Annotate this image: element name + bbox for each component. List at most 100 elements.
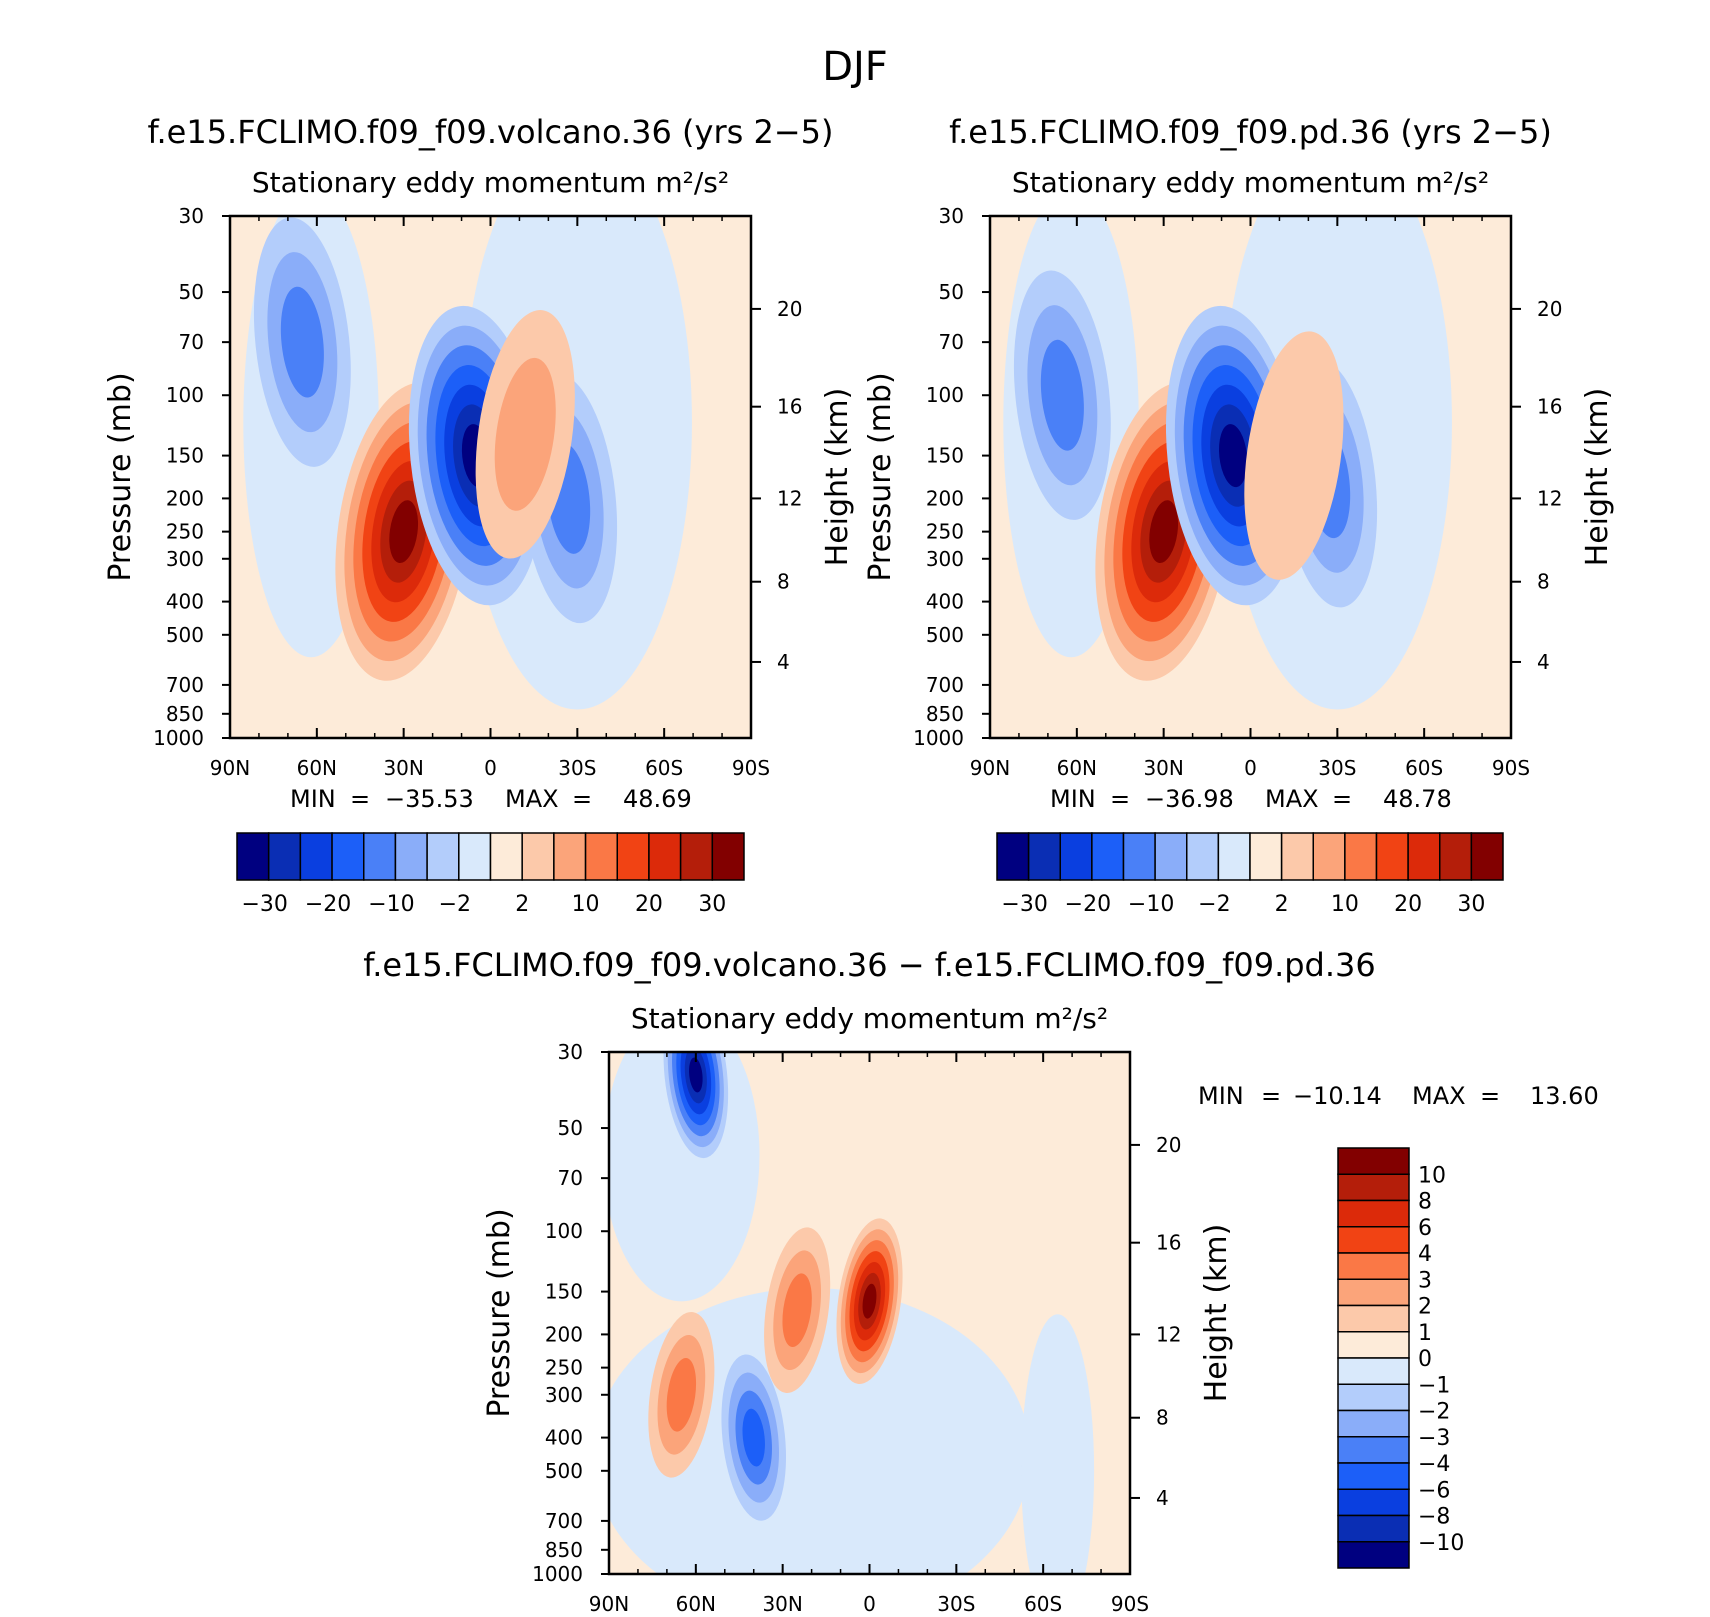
x-tick-label: 0 [484,756,497,780]
colorbar-swatch [1337,1147,1410,1175]
x-tick-label: 30S [558,756,596,780]
y-tick-label: 850 [545,1538,583,1562]
colorbar-swatch [1337,1462,1410,1490]
y2-tick-label: 12 [777,486,802,510]
x-tick-label: 30S [937,1592,975,1616]
colorbar-swatch [236,832,270,881]
contour-blob [1218,424,1248,488]
colorbar-swatch [1154,832,1188,881]
panel-subtitle: Stationary eddy momentum m²/s² [1012,166,1489,199]
colorbar-swatch [648,832,682,881]
y-tick-label: 850 [926,702,964,726]
max-label: MAX [505,785,559,813]
colorbar-label: 10 [1331,892,1359,917]
y-tick-label: 850 [166,702,204,726]
colorbar-label: 30 [698,892,726,917]
y2-tick-label: 16 [1156,1231,1181,1255]
colorbar-swatch [1337,1278,1410,1307]
min-label: MIN [1050,785,1096,813]
colorbar-label: −10 [1418,1531,1464,1556]
min-eq: = [350,785,370,813]
colorbar-swatch [553,832,587,881]
colorbar-label: 1 [1418,1321,1432,1346]
y2-tick-label: 4 [777,650,790,674]
colorbar-label: −30 [1001,892,1047,917]
y2-tick-label: 16 [777,395,802,419]
y-tick-label: 100 [166,383,204,407]
y-tick-label: 30 [939,204,964,228]
x-tick-label: 30N [762,1592,802,1616]
colorbar-swatch [1439,832,1473,881]
y-tick-label: 400 [926,590,964,614]
y2-tick-label: 20 [1537,297,1562,321]
colorbar-swatch [331,832,365,881]
colorbar-label: 4 [1418,1242,1432,1267]
contour-weak-negative-trop [609,1288,1031,1574]
contour-blob [782,1273,812,1348]
colorbar-swatch [1337,1514,1410,1543]
colorbar-swatch [458,832,492,881]
colorbar-swatch [1249,832,1283,881]
y-tick-label: 700 [166,673,204,697]
min-label: MIN [290,785,336,813]
colorbar-label: −4 [1418,1452,1450,1477]
y-tick-label: 1000 [913,726,964,750]
colorbar-swatch [1027,832,1061,881]
colorbar-label: −8 [1418,1505,1450,1530]
colorbar-label: −1 [1418,1373,1450,1398]
min-value: −36.98 [1145,785,1234,813]
contour-blob [1244,331,1344,580]
contour-field [230,216,751,738]
contour-blob [1149,500,1179,564]
colorbar-swatch [996,832,1030,881]
colorbar-swatch [1337,1331,1410,1359]
colorbar-label: 2 [1275,892,1289,917]
x-tick-label: 90N [970,756,1010,780]
x-tick-label: 30N [383,756,423,780]
panel-title: f.e15.FCLIMO.f09_f09.volcano.36 (yrs 2−5… [148,113,834,151]
y2-tick-label: 8 [1537,570,1550,594]
y-axis-label: Pressure (mb) [863,372,898,581]
x-tick-label: 90S [1492,756,1530,780]
x-tick-label: 90S [732,756,770,780]
colorbar-label: 10 [1418,1163,1446,1188]
figure-title: DJF [822,44,888,90]
colorbar-label: 10 [572,892,600,917]
y-tick-label: 500 [166,623,204,647]
y2-tick-label: 4 [1156,1486,1169,1510]
max-label: MAX [1265,785,1319,813]
colorbar-label: −6 [1418,1478,1450,1503]
y-tick-label: 150 [166,444,204,468]
x-tick-label: 60S [1024,1592,1062,1616]
colorbar-swatch [1280,832,1314,881]
contour-blob [494,357,556,511]
y2-tick-label: 12 [1537,486,1562,510]
colorbar-swatch [1337,1226,1410,1254]
colorbar-label: −2 [439,892,471,917]
min-label: MIN [1198,1082,1244,1110]
y-tick-label: 30 [179,204,204,228]
colorbar-swatch [489,832,523,881]
y-tick-label: 1000 [532,1562,583,1586]
colorbar-swatch [426,832,460,881]
y-tick-label: 200 [926,486,964,510]
colorbar-swatch [1337,1436,1410,1464]
panel-difference: f.e15.FCLIMO.f09_f09.volcano.36 − f.e15.… [363,946,1598,1616]
contour-blob [1040,339,1084,451]
min-eq: = [1110,785,1130,813]
colorbar-swatch [1407,832,1441,881]
colorbar-label: 30 [1457,892,1485,917]
contour-blob [862,1283,877,1319]
colorbar-label: 2 [515,892,529,917]
panel-subtitle: Stationary eddy momentum m²/s² [252,166,729,199]
y-tick-label: 400 [166,590,204,614]
y-tick-label: 100 [926,383,964,407]
colorbar-label: 2 [1418,1295,1432,1320]
colorbar-label: 6 [1418,1216,1432,1241]
colorbar-label: −2 [1418,1400,1450,1425]
colorbar-swatch [1337,1383,1410,1412]
y2-tick-label: 16 [1537,395,1562,419]
x-tick-label: 90N [589,1592,629,1616]
x-tick-label: 60S [645,756,683,780]
